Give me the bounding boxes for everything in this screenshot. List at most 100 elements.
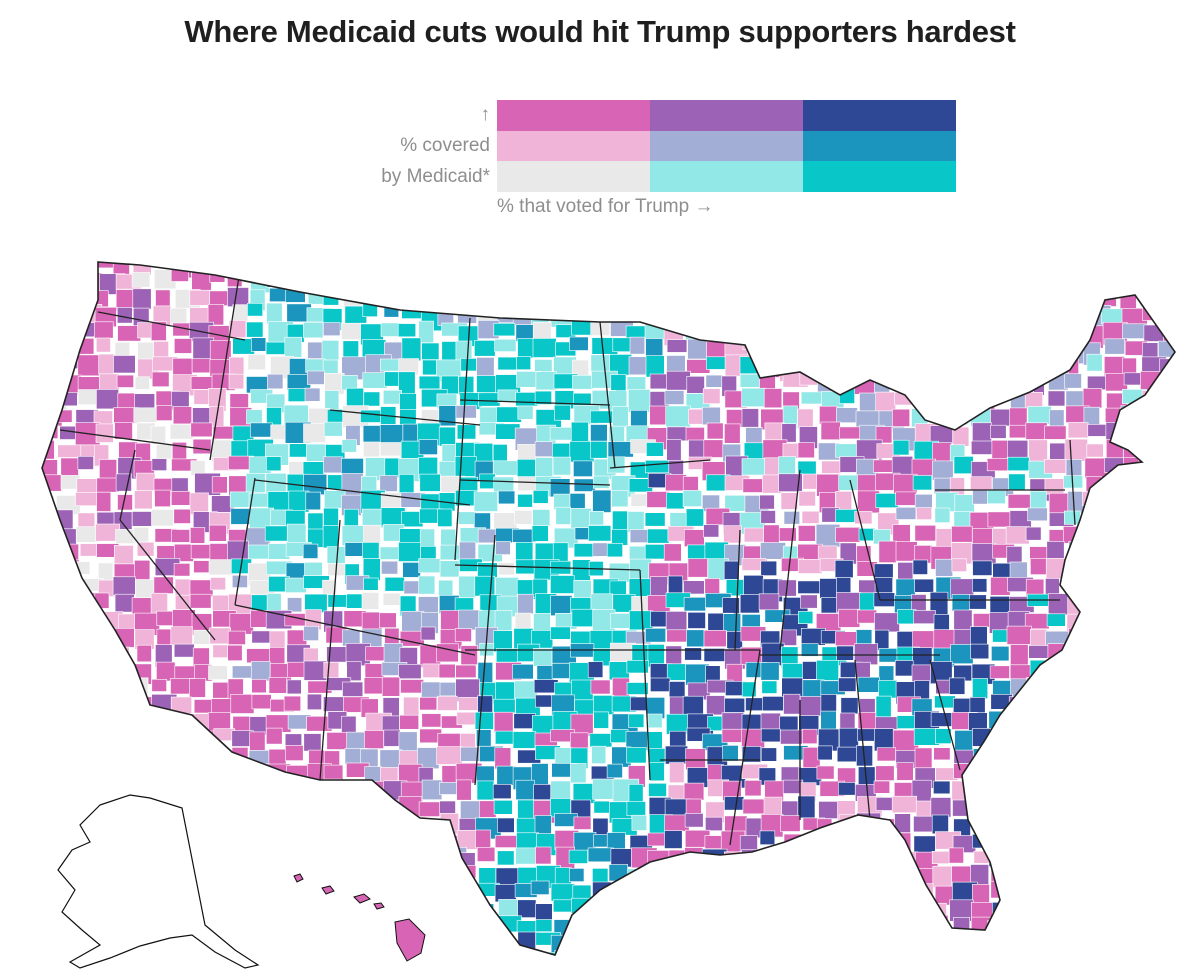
- county-cell: [495, 286, 515, 307]
- county-cell: [838, 814, 857, 833]
- county-cell: [645, 627, 667, 643]
- county-cell: [628, 610, 654, 631]
- county-cell: [701, 406, 721, 426]
- county-cell: [1123, 506, 1141, 526]
- county-cell: [797, 936, 820, 955]
- county-cell: [1007, 456, 1030, 472]
- county-cell: [779, 304, 802, 323]
- county-cell: [1046, 935, 1069, 955]
- county-cell: [193, 748, 213, 763]
- county-cell: [270, 898, 292, 912]
- county-cell: [796, 262, 817, 268]
- county-cell: [58, 682, 79, 705]
- county-cell: [79, 543, 98, 557]
- county-cell: [992, 832, 1011, 852]
- county-cell: [649, 761, 665, 782]
- county-cell: [475, 829, 491, 849]
- county-cell: [896, 880, 917, 904]
- county-cell: [248, 749, 273, 773]
- county-cell: [1162, 426, 1175, 450]
- county-cell: [666, 919, 688, 940]
- county-cell: [913, 883, 934, 905]
- county-cell: [517, 405, 534, 420]
- county-cell: [1105, 543, 1128, 557]
- county-cell: [1160, 262, 1175, 274]
- county-cell: [667, 286, 685, 306]
- county-cell: [1121, 560, 1148, 582]
- county-cell: [1101, 612, 1123, 627]
- county-cell: [398, 795, 423, 817]
- county-cell: [1125, 642, 1149, 658]
- county-cell: [816, 271, 836, 288]
- county-cell: [362, 953, 378, 955]
- county-cell: [269, 885, 294, 903]
- county-cell: [573, 816, 592, 830]
- county-cell: [305, 491, 321, 511]
- county-cell: [818, 262, 845, 267]
- county-cell: [323, 778, 342, 797]
- county-cell: [858, 528, 876, 542]
- county-cell: [1144, 831, 1162, 851]
- county-cell: [741, 713, 762, 732]
- county-cell: [436, 864, 460, 885]
- county-cell: [212, 778, 229, 795]
- county-cell: [1106, 439, 1124, 461]
- county-cell: [859, 354, 881, 373]
- county-cell: [1083, 506, 1101, 524]
- county-cell: [705, 883, 731, 901]
- county-cell: [570, 421, 589, 444]
- county-cell: [797, 580, 821, 594]
- county-cell: [42, 324, 57, 345]
- county-cell: [760, 272, 782, 294]
- county-cell: [1162, 780, 1175, 803]
- county-cell: [587, 661, 604, 678]
- county-cell: [418, 847, 438, 865]
- county-cell: [798, 865, 816, 881]
- county-cell: [322, 796, 341, 811]
- county-cell: [763, 340, 783, 358]
- county-cell: [209, 627, 232, 645]
- county-cell: [57, 444, 83, 458]
- county-cell: [360, 476, 377, 493]
- county-cell: [193, 629, 210, 645]
- county-cell: [664, 745, 688, 765]
- county-cell: [838, 474, 858, 491]
- county-cell: [644, 289, 669, 308]
- county-cell: [968, 342, 993, 356]
- county-cell: [837, 948, 858, 955]
- county-cell: [706, 949, 733, 955]
- county-cell: [665, 271, 689, 290]
- county-cell: [835, 884, 861, 905]
- county-cell: [493, 698, 516, 714]
- county-cell: [136, 953, 157, 955]
- county-cell: [173, 643, 195, 658]
- county-cell: [588, 933, 608, 953]
- county-cell: [669, 864, 689, 886]
- county-cell: [897, 290, 925, 311]
- county-cell: [460, 358, 477, 372]
- county-cell: [685, 508, 705, 527]
- county-cell: [495, 269, 522, 293]
- county-cell: [954, 288, 979, 313]
- county-cell: [741, 273, 768, 294]
- county-cell: [1143, 612, 1161, 628]
- county-cell: [534, 270, 559, 284]
- county-cell: [645, 931, 662, 946]
- county-cell: [649, 901, 672, 925]
- county-cell: [590, 679, 611, 695]
- county-cell: [401, 816, 426, 831]
- county-cell: [893, 950, 909, 955]
- county-cell: [686, 629, 705, 648]
- county-cell: [1122, 578, 1145, 600]
- county-cell: [476, 375, 497, 393]
- county-cell: [418, 439, 438, 455]
- county-cell: [666, 492, 685, 510]
- county-cell: [1030, 628, 1048, 647]
- county-cell: [724, 423, 741, 444]
- county-cell: [627, 897, 645, 921]
- county-cell: [381, 271, 408, 293]
- county-cell: [150, 953, 171, 955]
- county-cell: [686, 375, 705, 394]
- county-cell: [344, 268, 364, 285]
- county-cell: [1048, 712, 1070, 732]
